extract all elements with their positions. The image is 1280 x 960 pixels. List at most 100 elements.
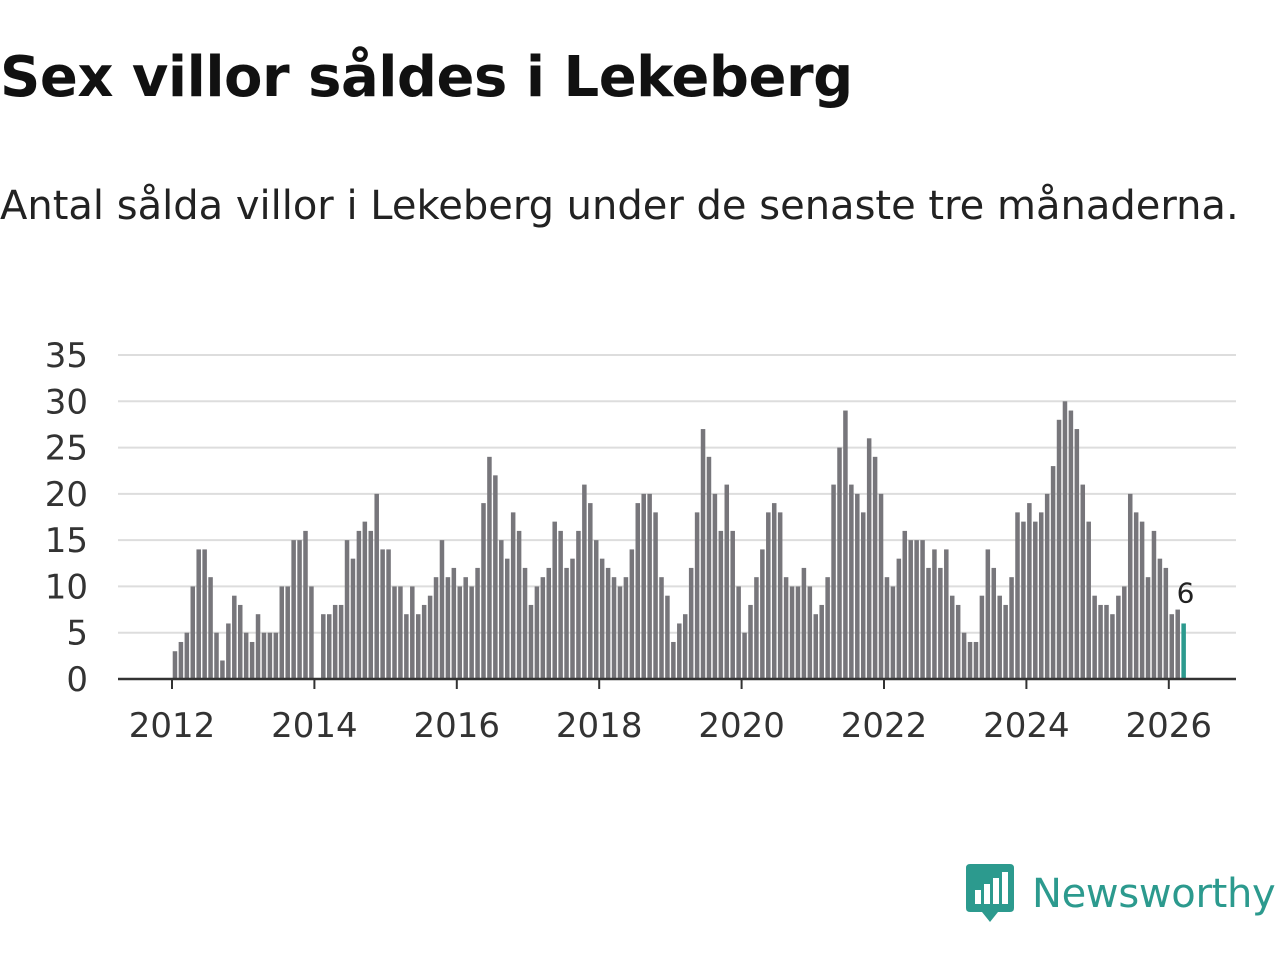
bar (1157, 558, 1163, 679)
bar (582, 484, 587, 679)
bar (706, 456, 712, 679)
bar (1003, 604, 1008, 679)
bar (712, 493, 718, 679)
bar (623, 577, 629, 679)
bar (789, 586, 795, 679)
bar (760, 549, 765, 679)
bar (392, 586, 397, 679)
bar (1145, 577, 1151, 679)
bar (926, 567, 931, 679)
bar (1015, 512, 1020, 679)
bar (332, 604, 338, 679)
bar (914, 540, 919, 679)
bar (890, 586, 896, 679)
bar (1122, 586, 1127, 679)
bar (368, 530, 374, 679)
bar (552, 521, 557, 679)
bar (214, 632, 219, 679)
bar (866, 438, 872, 679)
bar (1009, 577, 1014, 679)
bar (908, 540, 913, 679)
bar (777, 512, 783, 679)
bar (932, 549, 937, 679)
bar (504, 558, 510, 679)
bar (694, 512, 700, 679)
bar (605, 567, 611, 679)
bar (249, 641, 255, 679)
bar (944, 549, 949, 679)
x-tick-label: 2022 (841, 706, 928, 746)
bar (1163, 567, 1169, 679)
bar (949, 595, 955, 679)
bar (1062, 401, 1068, 679)
bar (546, 567, 552, 679)
bar (457, 586, 463, 679)
x-tick-label: 2014 (271, 706, 358, 746)
bar (955, 604, 961, 679)
bar (1098, 604, 1103, 679)
bar (795, 586, 801, 679)
y-tick-label: 25 (45, 429, 88, 469)
bar (617, 586, 623, 679)
bar (688, 567, 694, 679)
bar (404, 614, 409, 679)
bar (1080, 484, 1086, 679)
bar (967, 641, 973, 679)
bar (374, 493, 379, 679)
bar (338, 604, 344, 679)
bar (421, 604, 427, 679)
bar (243, 632, 249, 679)
bar (653, 512, 658, 679)
bar (813, 614, 819, 679)
bar (855, 493, 860, 679)
bar (872, 456, 878, 679)
bar (724, 484, 730, 679)
bar (255, 614, 261, 679)
bar (510, 512, 516, 679)
bar (202, 549, 207, 679)
bar (1044, 493, 1050, 679)
y-tick-label: 10 (45, 567, 88, 607)
bar (172, 651, 178, 679)
bar (184, 632, 190, 679)
bar (540, 577, 546, 679)
chart-subtitle: Antal sålda villor i Lekeberg under de s… (0, 183, 1239, 229)
bar (291, 540, 296, 679)
bar (730, 530, 735, 679)
bar (641, 493, 646, 679)
bar (1050, 466, 1056, 679)
bar (819, 604, 824, 679)
bar (321, 614, 326, 679)
bar (1151, 530, 1157, 679)
bar (570, 558, 575, 679)
bar (427, 595, 433, 679)
y-tick-label: 0 (66, 660, 88, 700)
bar (564, 567, 569, 679)
brand-name: Newsworthy (1032, 871, 1276, 917)
bar (499, 540, 504, 679)
bar (285, 586, 290, 679)
bar (807, 586, 813, 679)
bar (267, 632, 273, 679)
y-tick-label: 30 (45, 382, 88, 422)
chart-title: Sex villor såldes i Lekeberg (0, 45, 853, 110)
x-tick-label: 2024 (983, 706, 1070, 746)
bar (196, 549, 201, 679)
bar (611, 577, 617, 679)
bar (896, 558, 902, 679)
bar (671, 641, 676, 679)
bar (190, 586, 196, 679)
newsworthy-logo-icon (966, 864, 1014, 922)
bar (599, 558, 605, 679)
bar (226, 623, 231, 679)
bar (843, 410, 848, 679)
bar (279, 586, 285, 679)
bar (938, 567, 943, 679)
bar (979, 595, 985, 679)
bar (309, 586, 314, 679)
bar (534, 586, 540, 679)
bar (415, 614, 421, 679)
bar (860, 512, 866, 679)
bar (386, 549, 391, 679)
bar (237, 604, 243, 679)
